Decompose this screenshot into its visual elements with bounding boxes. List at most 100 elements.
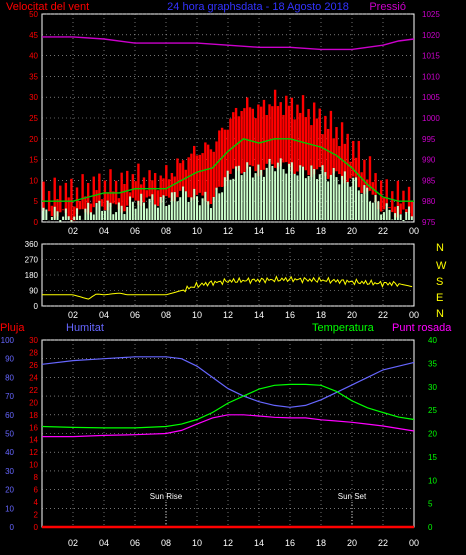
wind-speed-title: Velocitat del vent <box>6 1 89 13</box>
temp-xtick-00: 00 <box>409 538 419 548</box>
wind-xtick-08: 08 <box>161 226 171 236</box>
rain-ytick-30: 30 <box>5 467 14 476</box>
dewpoint-ytick-14: 14 <box>29 436 38 445</box>
dewpoint-ytick-16: 16 <box>29 423 38 432</box>
direction-xtick-18: 18 <box>316 310 326 320</box>
chart-title: 24 hora graphsdata - 18 Agosto 2018 <box>167 1 349 13</box>
wind-ytick-45: 45 <box>29 31 38 40</box>
temp-xtick-20: 20 <box>347 538 357 548</box>
dewpoint-ytick-24: 24 <box>29 373 38 382</box>
pressure-ytick-975: 975 <box>422 218 436 227</box>
pressure-ytick-985: 985 <box>422 176 436 185</box>
pressure-ytick-995: 995 <box>422 135 436 144</box>
temp-xtick-08: 08 <box>161 538 171 548</box>
dir-label-s: S <box>436 276 443 288</box>
dewpoint-line <box>42 414 415 438</box>
wind-xtick-04: 04 <box>99 226 109 236</box>
rain-ytick-80: 80 <box>5 373 14 382</box>
direction-xtick-00: 00 <box>409 310 419 320</box>
wind-xtick-16: 16 <box>285 226 295 236</box>
humidity-label: Humitat <box>66 322 104 334</box>
chart-marks-group: 0510152025303540455097598098599099510001… <box>1 10 441 548</box>
dewpoint-ytick-0: 0 <box>34 523 39 532</box>
direction-xtick-02: 02 <box>68 310 78 320</box>
rain-ytick-40: 40 <box>5 448 14 457</box>
direction-xtick-14: 14 <box>254 310 264 320</box>
temp-xtick-16: 16 <box>285 538 295 548</box>
pressure-line <box>42 36 415 51</box>
direction-ytick-180: 180 <box>25 271 39 280</box>
dewpoint-ytick-4: 4 <box>34 498 39 507</box>
direction-xtick-06: 06 <box>130 310 140 320</box>
pressure-ytick-1000: 1000 <box>422 114 440 123</box>
wind-ytick-10: 10 <box>29 176 38 185</box>
temp-ytick-0: 0 <box>428 523 433 532</box>
direction-xtick-20: 20 <box>347 310 357 320</box>
rain-ytick-20: 20 <box>5 486 14 495</box>
dewpoint-ytick-30: 30 <box>29 336 38 345</box>
wind-ytick-35: 35 <box>29 72 38 81</box>
temp-xtick-04: 04 <box>99 538 109 548</box>
wind-ytick-15: 15 <box>29 156 38 165</box>
dewpoint-ytick-18: 18 <box>29 411 38 420</box>
temp-ytick-25: 25 <box>428 406 437 415</box>
pressure-title: Pressió <box>369 1 406 13</box>
pressure-ytick-1020: 1020 <box>422 31 440 40</box>
dir-label-n-top: N <box>436 242 444 254</box>
wind-xtick-20: 20 <box>347 226 357 236</box>
sunrise-label: Sun Rise <box>150 492 183 501</box>
wind-ytick-30: 30 <box>29 93 38 102</box>
temp-ytick-15: 15 <box>428 453 437 462</box>
dewpoint-ytick-10: 10 <box>29 461 38 470</box>
pressure-ytick-1025: 1025 <box>422 10 440 19</box>
temperature-label: Temperatura <box>312 322 375 334</box>
pressure-ytick-1005: 1005 <box>422 93 440 102</box>
dewpoint-ytick-8: 8 <box>34 473 39 482</box>
pressure-ytick-1010: 1010 <box>422 72 440 81</box>
dir-label-e: E <box>436 292 443 304</box>
direction-line <box>42 275 413 300</box>
dewpoint-ytick-28: 28 <box>29 348 38 357</box>
wind-xtick-12: 12 <box>223 226 233 236</box>
pressure-ytick-1015: 1015 <box>422 52 440 61</box>
pressure-ytick-980: 980 <box>422 197 436 206</box>
temp-xtick-12: 12 <box>223 538 233 548</box>
temp-ytick-40: 40 <box>428 336 437 345</box>
direction-ytick-360: 360 <box>25 240 39 249</box>
direction-ytick-0: 0 <box>34 302 39 311</box>
dewpoint-ytick-22: 22 <box>29 386 38 395</box>
temp-ytick-30: 30 <box>428 383 437 392</box>
direction-xtick-16: 16 <box>285 310 295 320</box>
rain-ytick-70: 70 <box>5 392 14 401</box>
wind-xtick-02: 02 <box>68 226 78 236</box>
temp-xtick-10: 10 <box>192 538 202 548</box>
wind-xtick-18: 18 <box>316 226 326 236</box>
direction-ytick-270: 270 <box>25 256 39 265</box>
dewpoint-ytick-12: 12 <box>29 448 38 457</box>
dewpoint-ytick-26: 26 <box>29 361 38 370</box>
wind-xtick-06: 06 <box>130 226 140 236</box>
direction-xtick-04: 04 <box>99 310 109 320</box>
temp-xtick-06: 06 <box>130 538 140 548</box>
sunset-label: Sun Set <box>338 492 367 501</box>
wind-xtick-10: 10 <box>192 226 202 236</box>
humidity-line <box>41 356 415 408</box>
wind-xtick-22: 22 <box>378 226 388 236</box>
wind-ytick-20: 20 <box>29 135 38 144</box>
dewpoint-ytick-6: 6 <box>34 486 39 495</box>
temp-xtick-02: 02 <box>68 538 78 548</box>
temp-ytick-10: 10 <box>428 476 437 485</box>
dir-label-n-bottom: N <box>436 308 444 320</box>
direction-xtick-08: 08 <box>161 310 171 320</box>
temp-ytick-20: 20 <box>428 430 437 439</box>
temp-xtick-22: 22 <box>378 538 388 548</box>
dewpoint-ytick-2: 2 <box>34 511 39 520</box>
wind-ytick-40: 40 <box>29 52 38 61</box>
rain-label: Pluja <box>0 322 25 334</box>
wind-xtick-14: 14 <box>254 226 264 236</box>
direction-xtick-10: 10 <box>192 310 202 320</box>
wind-xtick-00: 00 <box>409 226 419 236</box>
rain-ytick-50: 50 <box>5 430 14 439</box>
wind-ytick-25: 25 <box>29 114 38 123</box>
